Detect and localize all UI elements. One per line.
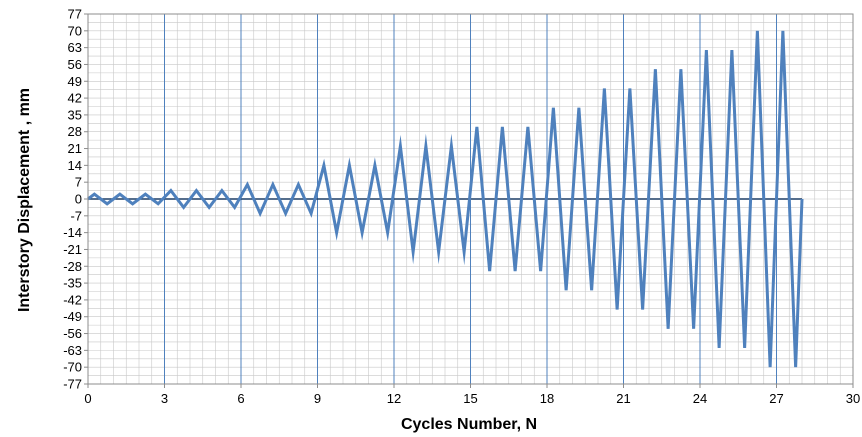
y-tick-label: -28 [63,259,82,274]
series-line-0 [87,30,804,368]
y-tick-label: 21 [68,141,82,156]
y-tick-label: 49 [68,74,82,89]
y-tick-label: 70 [68,23,82,38]
y-tick-label: -14 [63,225,82,240]
x-tick-label: 12 [387,391,401,406]
y-tick-label: 28 [68,124,82,139]
x-tick-label: 0 [84,391,91,406]
y-tick-label: -70 [63,360,82,375]
y-tick-label: 77 [68,7,82,22]
x-tick-label: 21 [616,391,630,406]
y-tick-label: 7 [75,175,82,190]
x-tick-label: 30 [846,391,860,406]
y-tick-label: -77 [63,377,82,392]
y-tick-label: 35 [68,107,82,122]
series-layer [87,30,804,368]
x-axis-title: Cycles Number, N [401,416,537,433]
y-tick-label: -35 [63,276,82,291]
y-tick-label: -42 [63,292,82,307]
y-tick-label: -63 [63,343,82,358]
y-tick-label: 0 [75,192,82,207]
y-tick-label: -7 [70,208,82,223]
y-tick-label: 63 [68,40,82,55]
x-tick-label: 6 [237,391,244,406]
x-tick-label: 9 [314,391,321,406]
x-tick-label: 3 [161,391,168,406]
x-tick-label: 24 [693,391,707,406]
y-tick-label: 14 [68,158,82,173]
x-tick-label: 15 [463,391,477,406]
y-tick-label: -56 [63,326,82,341]
x-tick-label: 18 [540,391,554,406]
x-tick-label: 27 [769,391,783,406]
y-tick-label: 56 [68,57,82,72]
y-tick-label: -49 [63,309,82,324]
y-axis-title: Interstory Displacement , mm [16,88,33,312]
x-axis-ticks: 0 3 6 9 12 15 18 21 24 27 30 [84,384,860,406]
y-tick-label: 42 [68,91,82,106]
y-tick-label: -21 [63,242,82,257]
y-axis-ticks: 7770635649423528211470-7-14-21-28-35-42-… [63,7,88,392]
